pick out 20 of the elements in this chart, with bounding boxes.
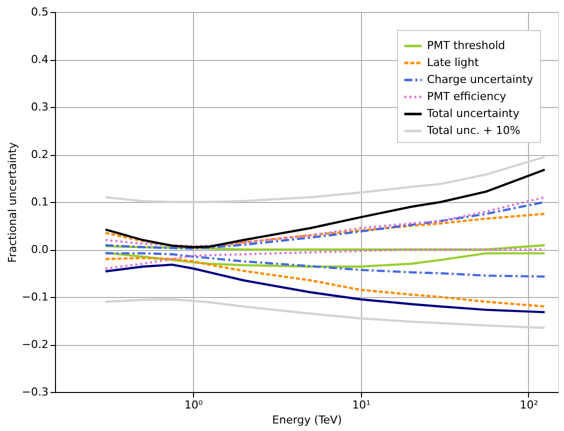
legend-label: Late light [427,56,480,69]
legend-label: PMT efficiency [427,90,507,103]
legend-label: Charge uncertainty [427,73,534,86]
legend-label: PMT threshold [427,39,506,52]
legend-label: Total uncertainty [426,107,520,120]
y-tick-label: −0.3 [22,386,48,398]
y-tick-label: 0.1 [31,196,48,208]
y-tick-label: 0.3 [31,100,48,114]
y-tick-label: −0.1 [22,290,48,304]
x-tick-label: 10¹ [352,398,371,412]
y-tick-label: 0.4 [31,53,48,66]
y-tick-label: 0.5 [31,6,48,18]
y-tick-label: 0.0 [31,243,48,256]
y-tick-label: 0.2 [31,148,48,161]
x-axis-title: Energy (TeV) [272,414,342,426]
y-tick-label: −0.2 [22,338,48,351]
legend-label: Total unc. + 10% [426,124,520,137]
x-tick-label: 10² [520,398,538,412]
y-axis-title: Fractional uncertainty [6,142,19,263]
x-tick-label: 10⁰ [184,398,204,412]
